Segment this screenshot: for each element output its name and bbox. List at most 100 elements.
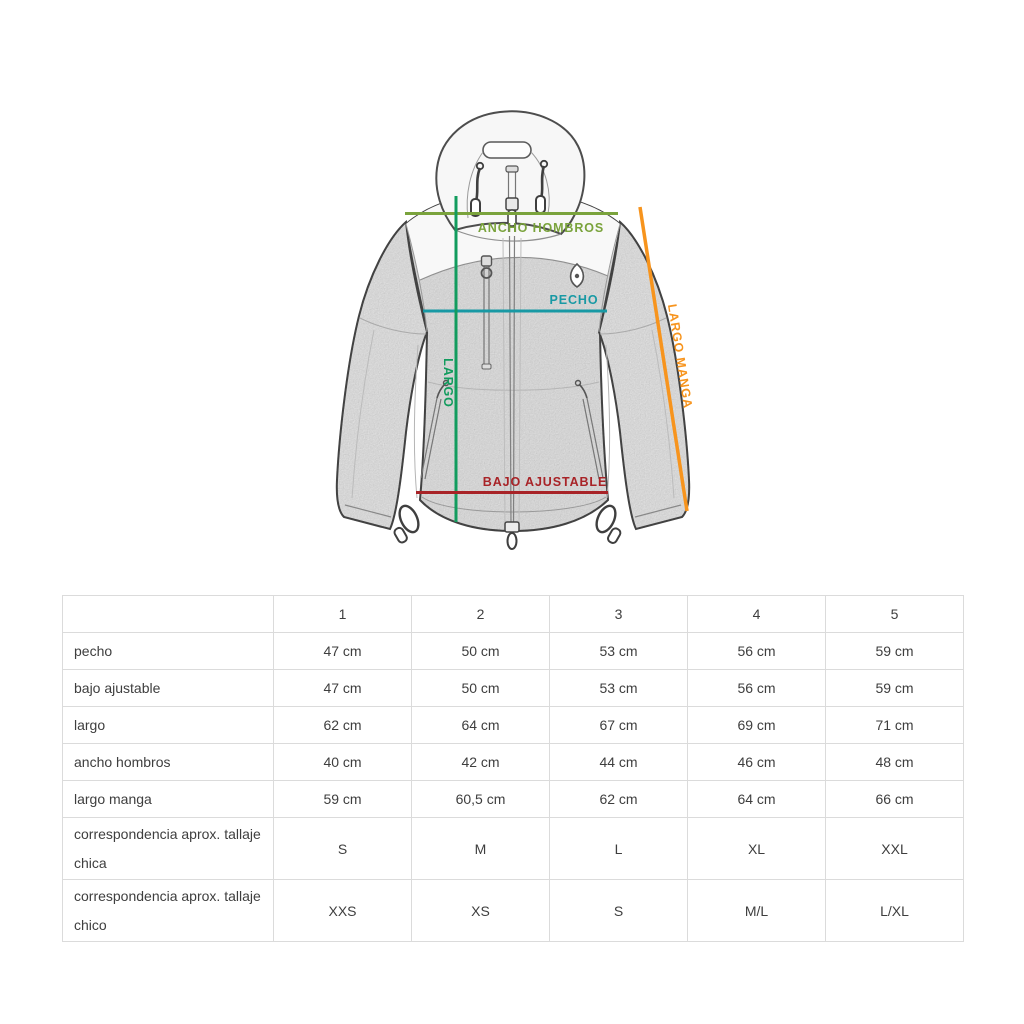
cell-value: 56 cm	[687, 669, 826, 707]
hem-toggle-right	[606, 527, 622, 544]
hood-toggle-left	[470, 198, 481, 217]
table-row: largo 62 cm 64 cm 67 cm 69 cm 71 cm	[62, 706, 964, 744]
cell-value: L	[549, 817, 688, 880]
cell-value: L/XL	[825, 879, 964, 942]
table-row: bajo ajustable 47 cm 50 cm 53 cm 56 cm 5…	[62, 669, 964, 707]
hood-opening	[482, 141, 532, 159]
front-zip-box	[504, 521, 520, 533]
jacket-left-sleeve	[335, 219, 429, 531]
table-header-row: 1 2 3 4 5	[62, 595, 964, 633]
hem-toggle-left	[393, 526, 408, 544]
cell-value: XXL	[825, 817, 964, 880]
front-zip-bottom-pull	[506, 532, 518, 550]
cell-value: 50 cm	[411, 669, 550, 707]
cell-value: M	[411, 817, 550, 880]
left-cuff-line	[344, 504, 392, 518]
cell-value: XL	[687, 817, 826, 880]
chest-label: PECHO	[550, 293, 599, 307]
hood-face-edge-right	[530, 151, 550, 215]
table-row: correspondencia aprox. tallaje chica S M…	[62, 817, 964, 880]
cell-value: 60,5 cm	[411, 780, 550, 818]
table-row: pecho 47 cm 50 cm 53 cm 56 cm 59 cm	[62, 632, 964, 670]
left-pocket-zip	[420, 397, 438, 479]
chest-zip-slider	[480, 255, 493, 267]
row-label-largo-manga: largo manga	[62, 780, 274, 818]
hood-toggle-right	[535, 195, 546, 214]
hem-seam	[421, 496, 607, 513]
header-size-5: 5	[825, 595, 964, 633]
row-label-largo: largo	[62, 706, 274, 744]
cell-value: M/L	[687, 879, 826, 942]
chest-badge-dot	[574, 273, 580, 279]
front-zip-left	[508, 235, 512, 529]
cell-value: 48 cm	[825, 743, 964, 781]
jacket-size-diagram: ANCHO HOMBROS PECHO LARGO BAJO AJUSTABLE…	[335, 110, 695, 550]
cell-value: S	[273, 817, 412, 880]
hem-loop-left	[398, 504, 420, 534]
shoulder-width-label: ANCHO HOMBROS	[478, 221, 604, 235]
cell-value: 71 cm	[825, 706, 964, 744]
cell-value: 66 cm	[825, 780, 964, 818]
cell-value: 47 cm	[273, 669, 412, 707]
cell-value: 56 cm	[687, 632, 826, 670]
cell-value: 53 cm	[549, 669, 688, 707]
left-forearm-seam	[351, 329, 375, 499]
adjustable-hem-label: BAJO AJUSTABLE	[483, 475, 607, 489]
cell-value: 47 cm	[273, 632, 412, 670]
cell-value: XS	[411, 879, 550, 942]
row-label-bajo-ajustable: bajo ajustable	[62, 669, 274, 707]
right-forearm-seam	[651, 329, 675, 499]
header-size-2: 2	[411, 595, 550, 633]
right-elbow-seam	[599, 317, 667, 335]
row-label-tallaje-chica: correspondencia aprox. tallaje chica	[62, 817, 274, 880]
left-side-seam	[413, 344, 419, 499]
right-pocket-zip-2	[582, 398, 600, 480]
chest-zip-stop	[481, 363, 492, 370]
front-zip-right	[512, 235, 516, 529]
header-size-4: 4	[687, 595, 826, 633]
cell-value: 69 cm	[687, 706, 826, 744]
cell-value: S	[549, 879, 688, 942]
right-armhole-seam	[598, 223, 621, 333]
chest-zip-pull	[480, 267, 493, 279]
cell-value: 64 cm	[411, 706, 550, 744]
collar-zip-slider	[505, 197, 519, 211]
table-row: correspondencia aprox. tallaje chico XXS…	[62, 879, 964, 942]
right-cuff-line	[634, 504, 682, 518]
left-elbow-seam	[359, 317, 427, 335]
row-label-ancho-hombros: ancho hombros	[62, 743, 274, 781]
cell-value: 64 cm	[687, 780, 826, 818]
cell-value: 40 cm	[273, 743, 412, 781]
cell-value: 62 cm	[273, 706, 412, 744]
hem-loop-right	[595, 504, 617, 534]
length-label: LARGO	[441, 358, 455, 408]
size-table: 1 2 3 4 5 pecho 47 cm 50 cm 53 cm 56 cm …	[62, 595, 964, 942]
header-size-3: 3	[549, 595, 688, 633]
cell-value: 50 cm	[411, 632, 550, 670]
cell-value: 44 cm	[549, 743, 688, 781]
header-size-1: 1	[273, 595, 412, 633]
header-empty-cell	[62, 595, 274, 633]
left-armhole-seam	[405, 223, 428, 333]
cell-value: 59 cm	[825, 632, 964, 670]
jacket-right-sleeve	[597, 219, 691, 531]
cell-value: 46 cm	[687, 743, 826, 781]
jacket-illustration	[335, 110, 691, 550]
cell-value: 42 cm	[411, 743, 550, 781]
cell-value: 59 cm	[273, 780, 412, 818]
row-label-pecho: pecho	[62, 632, 274, 670]
right-pocket-zip	[586, 397, 604, 479]
cell-value: 53 cm	[549, 632, 688, 670]
right-pocket-pull-end	[574, 379, 582, 387]
left-pocket-pull-end	[442, 379, 450, 387]
left-pocket-zip-2	[424, 398, 442, 480]
table-row: ancho hombros 40 cm 42 cm 44 cm 46 cm 48…	[62, 743, 964, 781]
hood-face-edge-left	[466, 151, 484, 219]
placket-right	[518, 237, 522, 527]
cell-value: 59 cm	[825, 669, 964, 707]
sleeve-length-line	[638, 206, 689, 512]
right-side-seam	[605, 344, 611, 499]
placket-left	[502, 237, 506, 527]
table-row: largo manga 59 cm 60,5 cm 62 cm 64 cm 66…	[62, 780, 964, 818]
